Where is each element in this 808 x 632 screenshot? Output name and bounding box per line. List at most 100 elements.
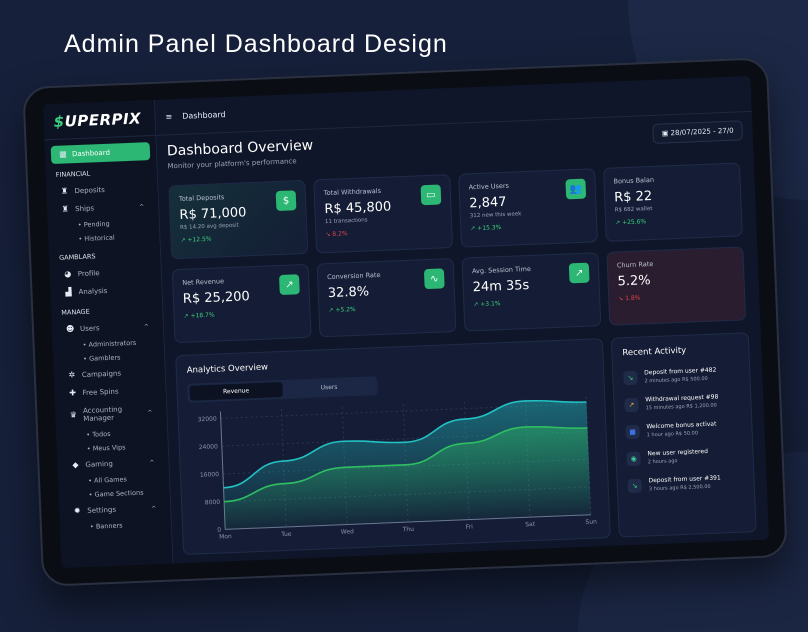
sidebar-subitem-label: Pending <box>83 219 110 229</box>
sidebar-nav: ▦ Dashboard FINANCIAL ♜ Deposits ♜ Ships ^ • Pe… <box>44 136 171 541</box>
x-tick-label: Thu <box>402 526 415 533</box>
arrow-up-right-icon: ↗ <box>568 262 590 284</box>
date-range-picker[interactable]: ▣ 28/07/2025 - 27/0 <box>652 120 743 144</box>
activity-amount: R$ 500.00 <box>681 375 708 383</box>
sidebar-item-label: Gaming <box>85 459 113 469</box>
activity-time: 2 minutes ago <box>644 376 681 385</box>
series-line <box>224 425 588 503</box>
activity-text: New user registered 2 hours ago <box>647 448 708 465</box>
sidebar-subitem-label: Meus Vips <box>92 443 126 453</box>
chevron-up-icon[interactable]: ^ <box>147 408 153 416</box>
activity-meta: 2 hours ago <box>648 457 709 465</box>
activity-text: Deposit from user #482 2 minutes ago R$ 5… <box>644 367 717 385</box>
x-tick-label: Fri <box>466 523 474 530</box>
card-trend: ↘ 8.2% <box>325 226 442 238</box>
activity-text: Withdrawal request #98 15 minutes ago R$ … <box>645 393 719 411</box>
sidebar-subitem-label: Historical <box>84 233 115 243</box>
sidebar-item-label: Dashboard <box>71 148 111 159</box>
sidebar-item-dashboard[interactable]: ▦ Dashboard <box>50 142 151 165</box>
card-trend-value: +15.3% <box>477 224 502 233</box>
sidebar: $ UPERPIX ▦ Dashboard FINANCIAL ♜ Deposits ♜ S… <box>42 99 174 568</box>
sidebar-subitem-historical[interactable]: • Historical <box>78 233 115 244</box>
calendar-icon: ▣ <box>661 129 671 138</box>
stat-card: Bonus Balan R$ 22 R$ 682 wallet ↗ +25.6% <box>602 162 743 242</box>
activity-meta: 3 hours ago R$ 2,500.00 <box>649 483 721 492</box>
tablet-frame: $ UPERPIX ▦ Dashboard FINANCIAL ♜ Deposits ♜ S… <box>22 57 788 587</box>
stat-card: Conversion Rate 32.8% ↗ +5.2% ∿ <box>316 258 457 338</box>
sidebar-item-accounting-manager[interactable]: ♛ Accounting Manager ^ <box>61 399 161 429</box>
card-trend: ↗ +12.5% <box>180 232 297 244</box>
analytics-panel: Analytics Overview Revenue Users 0 8000 16… <box>175 338 611 556</box>
sidebar-section-title: MANAGE <box>61 307 90 317</box>
activity-time: 15 minutes ago <box>645 403 685 412</box>
trending-up-icon: ↗ <box>279 274 300 296</box>
sidebar-item-analysis[interactable]: ▟ Analysis <box>56 280 156 302</box>
activity-item[interactable]: ■ Welcome bonus activat 1 hour ago R$ 50.0… <box>625 420 742 440</box>
stat-card: Churn Rate 5.2% ↘ 1.8% <box>606 246 747 326</box>
sidebar-subitem-label: Game Sections <box>94 488 144 499</box>
bar-chart-icon: ▟ <box>65 287 72 297</box>
crown-icon: ♛ <box>69 410 78 420</box>
pie-chart-icon: ◕ <box>64 269 72 279</box>
activity-title: New user registered <box>647 447 709 458</box>
recent-activity-panel: Recent Activity ↘ Deposit from user #482 2… <box>610 332 757 538</box>
chevron-up-icon[interactable]: ^ <box>138 202 145 211</box>
sidebar-subitem-label: Banners <box>95 521 123 531</box>
sidebar-item-label: Campaigns <box>81 369 122 380</box>
chevron-up-icon[interactable]: ^ <box>151 504 157 512</box>
stat-card: Total Withdrawals R$ 45,800 11 transaction… <box>313 174 454 254</box>
tab-revenue[interactable]: Revenue <box>189 381 283 401</box>
card-trend: ↗ +18.7% <box>183 308 300 320</box>
activity-item[interactable]: ↘ Deposit from user #391 3 hours ago R$ 2,… <box>627 474 744 494</box>
y-tick-label: 0 <box>217 527 221 534</box>
tab-users[interactable]: Users <box>320 383 338 392</box>
recent-activity-title: Recent Activity <box>622 345 687 359</box>
dice-icon: ◆ <box>72 460 79 470</box>
chevron-up-icon[interactable]: ^ <box>143 322 150 330</box>
date-range-text: 28/07/2025 - 27/0 <box>670 126 734 138</box>
card-trend-value: +5.2% <box>335 305 356 314</box>
arrow-down-left-icon: ↘ <box>623 370 638 385</box>
activity-title: Welcome bonus activat <box>646 420 717 431</box>
x-tick-label: Sun <box>585 518 597 525</box>
user-icon: ◉ <box>626 451 641 466</box>
y-tick-label: 16000 <box>200 471 220 479</box>
logo: $ UPERPIX <box>42 99 156 141</box>
y-tick-label: 8000 <box>205 499 221 507</box>
sidebar-section-title: FINANCIAL <box>55 169 91 179</box>
analytics-title: Analytics Overview <box>186 362 269 376</box>
activity-amount: R$ 2,500.00 <box>680 483 711 492</box>
stat-cards: Total Deposits R$ 71,000 R$ 14.20 avg depo… <box>168 162 748 344</box>
dollar-icon: $ <box>275 190 297 212</box>
gift-icon: ■ <box>625 424 640 439</box>
activity-item[interactable]: ↘ Deposit from user #482 2 minutes ago R$ … <box>623 366 740 386</box>
sidebar-item-label: Accounting Manager <box>82 405 123 423</box>
gear-icon: ✹ <box>73 506 81 516</box>
card-trend: ↗ +15.3% <box>470 221 587 233</box>
money-bag-icon: ♜ <box>61 204 69 214</box>
stat-card: Net Revenue R$ 25,200 ↗ +18.7% ↗ <box>171 263 312 344</box>
card-value: 5.2% <box>617 273 651 290</box>
card-label: Bonus Balan <box>613 175 655 186</box>
x-tick-label: Tue <box>280 531 292 538</box>
users-icon: ☻ <box>65 324 75 334</box>
arrow-down-left-icon: ↘ <box>627 478 643 493</box>
activity-meta: 15 minutes ago R$ 1,200.00 <box>645 402 719 412</box>
card-trend-value: +3.1% <box>480 300 501 308</box>
x-tick-label: Wed <box>341 528 355 536</box>
sidebar-item-label: Users <box>79 324 100 334</box>
screen: $ UPERPIX ▦ Dashboard FINANCIAL ♜ Deposits ♜ S… <box>42 75 770 568</box>
breadcrumb: Dashboard <box>182 110 226 121</box>
card-trend: ↗ +5.2% <box>328 302 445 314</box>
hamburger-icon[interactable]: ≡ <box>165 112 173 122</box>
activity-amount: R$ 1,200.00 <box>686 402 717 410</box>
card-trend-value: 1.8% <box>625 294 641 303</box>
card-trend: ↗ +25.6% <box>615 215 732 226</box>
grid-icon: ▦ <box>59 149 67 159</box>
activity-item[interactable]: ↗ Withdrawal request #98 15 minutes ago R$… <box>624 393 741 413</box>
sidebar-item-label: Ships <box>75 204 95 214</box>
activity-amount: R$ 50.00 <box>675 430 699 438</box>
activity-meta: 2 minutes ago R$ 500.00 <box>644 376 716 385</box>
chevron-up-icon[interactable]: ^ <box>149 458 155 466</box>
activity-item[interactable]: ◉ New user registered 2 hours ago <box>626 447 743 467</box>
